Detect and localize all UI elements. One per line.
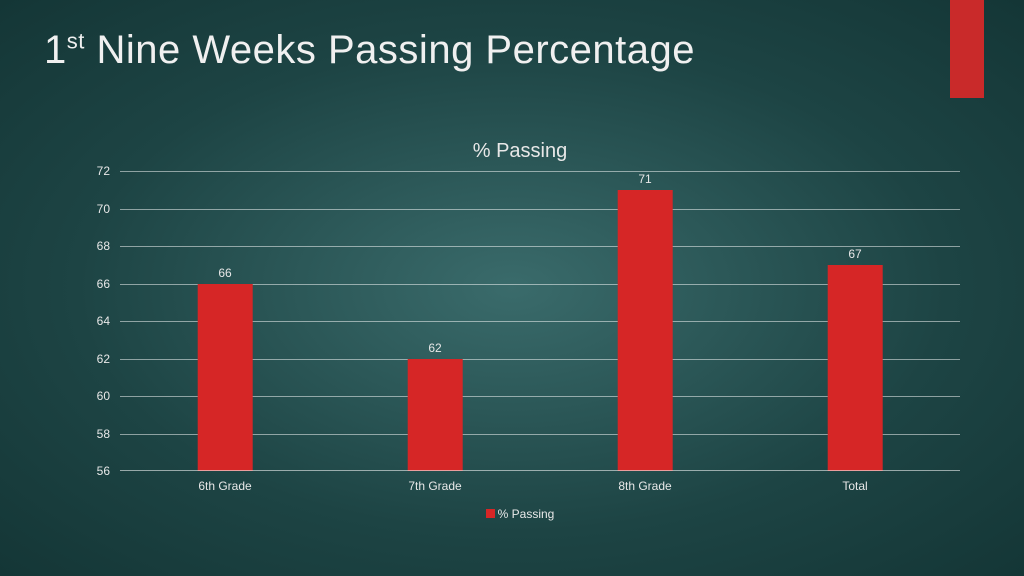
bar: 66 <box>198 284 253 472</box>
bar: 62 <box>408 359 463 472</box>
bar-slot: 67 <box>750 171 960 471</box>
bar-slot: 71 <box>540 171 750 471</box>
bar-value-label: 66 <box>218 266 231 280</box>
xlabel: 7th Grade <box>330 479 540 493</box>
title-superscript: st <box>67 29 85 54</box>
ytick-label: 70 <box>97 202 110 216</box>
chart-title: % Passing <box>80 140 960 163</box>
slide-title: 1st Nine Weeks Passing Percentage <box>44 28 695 73</box>
chart-xlabels: 6th Grade7th Grade8th GradeTotal <box>120 479 960 497</box>
bar: 71 <box>618 190 673 471</box>
ytick-label: 60 <box>97 389 110 403</box>
ytick-label: 56 <box>97 464 110 478</box>
bar-value-label: 71 <box>638 172 651 186</box>
legend-label: % Passing <box>498 507 555 521</box>
accent-bar <box>950 0 984 98</box>
title-rest: Nine Weeks Passing Percentage <box>85 28 695 72</box>
chart-bars: 66 62 71 67 <box>120 171 960 471</box>
ytick-label: 66 <box>97 277 110 291</box>
bar-value-label: 62 <box>428 341 441 355</box>
xlabel: Total <box>750 479 960 493</box>
ytick-label: 72 <box>97 164 110 178</box>
xlabel: 6th Grade <box>120 479 330 493</box>
chart-plot: 565860626466687072 66627167 <box>120 171 960 471</box>
ytick-label: 64 <box>97 314 110 328</box>
ytick-label: 58 <box>97 427 110 441</box>
ytick-label: 68 <box>97 239 110 253</box>
chart-legend: % Passing <box>80 507 960 521</box>
bar-slot: 66 <box>120 171 330 471</box>
bar-value-label: 67 <box>848 247 861 261</box>
chart-baseline <box>120 470 960 471</box>
bar-slot: 62 <box>330 171 540 471</box>
xlabel: 8th Grade <box>540 479 750 493</box>
legend-swatch <box>486 509 495 518</box>
title-prefix: 1 <box>44 28 67 72</box>
ytick-label: 62 <box>97 352 110 366</box>
chart-container: % Passing 56 58 60 62 64 66 68 70 72 66 62 71 67 6t… <box>80 140 960 540</box>
bar: 67 <box>828 265 883 471</box>
